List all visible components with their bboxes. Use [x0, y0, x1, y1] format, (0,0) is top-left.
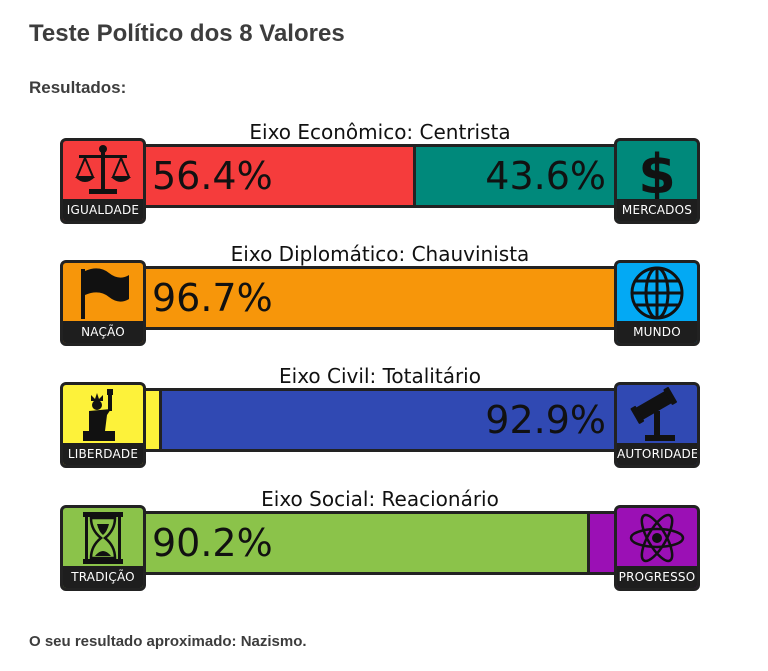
axis-social: Eixo Social: Reacionário 90.2% TRADIÇÃO … [60, 495, 700, 615]
atom-icon: PROGRESSO [614, 505, 700, 591]
left-percentage: 90.2% [152, 519, 273, 567]
gavel-icon: AUTORIDADE [614, 382, 700, 468]
right-percentage: 43.6% [485, 152, 606, 200]
axis-title: Eixo Civil: Totalitário [60, 364, 700, 388]
left-percentage: 56.4% [152, 152, 273, 200]
icon-label: AUTORIDADE [617, 443, 697, 465]
axis-economic: Eixo Econômico: Centrista 56.4% 43.6% IG… [60, 128, 700, 248]
svg-text:$: $ [638, 143, 676, 199]
results-heading: Resultados: [29, 78, 126, 98]
axis-title: Eixo Social: Reacionário [60, 487, 700, 511]
left-percentage: 96.7% [152, 274, 273, 322]
axis-civil: Eixo Civil: Totalitário 92.9% LIBERDADE [60, 372, 700, 492]
globe-icon: MUNDO [614, 260, 700, 346]
axis-title: Eixo Diplomático: Chauvinista [60, 242, 700, 266]
dollar-icon: $ MERCADOS [614, 138, 700, 224]
icon-label: IGUALDADE [63, 199, 143, 221]
right-percentage: 92.9% [485, 396, 606, 444]
axis-title: Eixo Econômico: Centrista [60, 120, 700, 144]
icon-label: MERCADOS [617, 199, 697, 221]
page-title: Teste Político dos 8 Valores [29, 20, 345, 48]
icon-label: NAÇÃO [63, 321, 143, 343]
result-summary: O seu resultado aproximado: Nazismo. [29, 633, 307, 650]
icon-label: TRADIÇÃO [63, 566, 143, 588]
scales-icon: IGUALDADE [60, 138, 146, 224]
statue-of-liberty-icon: LIBERDADE [60, 382, 146, 468]
flag-icon: NAÇÃO [60, 260, 146, 346]
icon-label: MUNDO [617, 321, 697, 343]
axis-diplomatic: Eixo Diplomático: Chauvinista 96.7% NAÇÃ… [60, 250, 700, 370]
icon-label: PROGRESSO [617, 566, 697, 588]
hourglass-icon: TRADIÇÃO [60, 505, 146, 591]
icon-label: LIBERDADE [63, 443, 143, 465]
